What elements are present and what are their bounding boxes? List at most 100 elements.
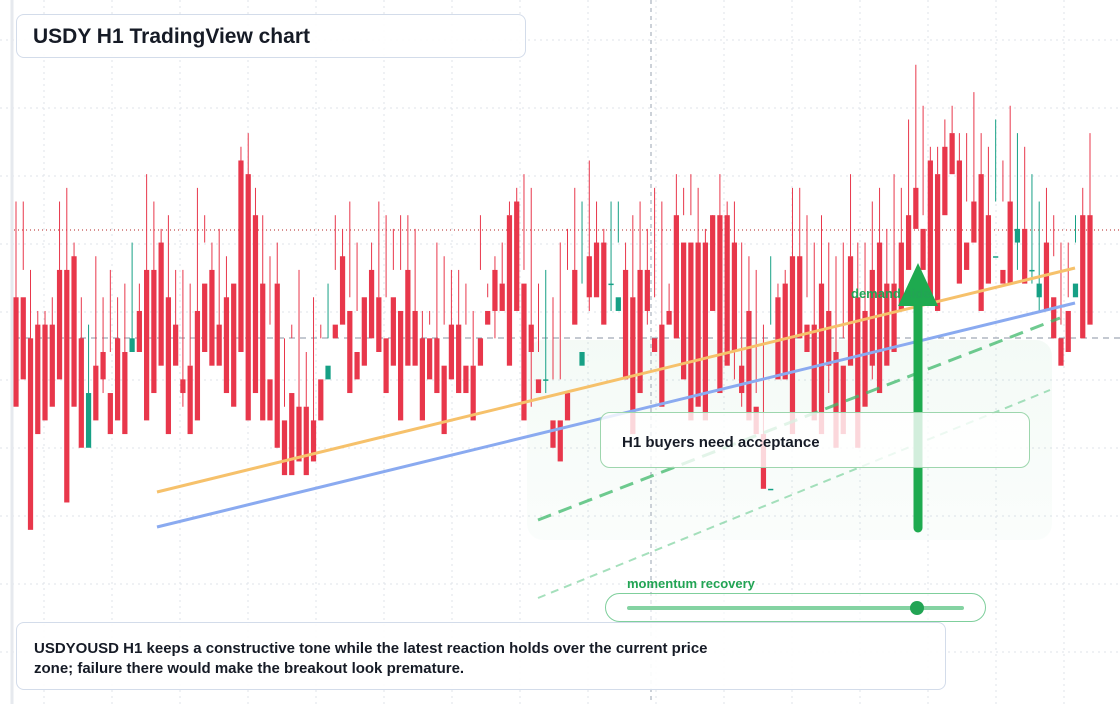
candle-body-down bbox=[746, 310, 752, 421]
candle-body-down bbox=[289, 393, 295, 476]
candle-body-down bbox=[586, 256, 592, 298]
candle-body-down bbox=[1065, 310, 1071, 352]
candle-body-down bbox=[296, 406, 302, 462]
candle-body-down bbox=[710, 215, 716, 311]
demand-side-label: demand side bbox=[851, 286, 931, 301]
candle-body-down bbox=[855, 297, 861, 448]
candle-body-down bbox=[717, 215, 723, 394]
candle-body-up bbox=[129, 338, 135, 352]
candle-body-down bbox=[833, 352, 839, 448]
candle-body-down bbox=[630, 297, 636, 435]
candle-body-down bbox=[354, 352, 360, 380]
candle-body-down bbox=[978, 174, 984, 311]
candle-body-down bbox=[281, 420, 288, 476]
candle-body-down bbox=[797, 256, 803, 339]
momentum-slider[interactable] bbox=[605, 593, 986, 622]
candle-body-down bbox=[223, 297, 230, 394]
candle-body-down bbox=[332, 324, 338, 339]
candle-body-up bbox=[325, 365, 331, 380]
candle-body-down bbox=[876, 242, 883, 394]
candle-body-up bbox=[768, 488, 774, 491]
callout-card: H1 buyers need acceptance bbox=[600, 412, 1030, 468]
candle-body-down bbox=[1000, 269, 1006, 284]
candle-body-down bbox=[564, 393, 571, 421]
analysis-note-card: USDYOUSD H1 keeps a constructive tone wh… bbox=[16, 622, 946, 690]
analysis-note-text: USDYOUSD H1 keeps a constructive tone wh… bbox=[34, 640, 708, 677]
candle-body-up bbox=[993, 256, 999, 258]
candle-body-down bbox=[463, 365, 469, 394]
candle-body-down bbox=[318, 379, 324, 421]
candle-body-down bbox=[956, 160, 962, 284]
candle-body-down bbox=[173, 324, 179, 366]
candle-body-down bbox=[514, 201, 520, 311]
candle-body-down bbox=[666, 310, 672, 325]
candle-body-down bbox=[731, 242, 738, 352]
candle-body-down bbox=[165, 297, 172, 435]
candle-body-down bbox=[557, 420, 563, 462]
candle-body-down bbox=[339, 256, 346, 325]
candle-body-down bbox=[485, 310, 491, 325]
candle-body-down bbox=[927, 160, 933, 298]
candle-body-down bbox=[898, 242, 904, 311]
candle-body-down bbox=[811, 324, 817, 421]
candle-body-down bbox=[187, 365, 193, 435]
candle-body-down bbox=[550, 420, 556, 448]
candle-body-down bbox=[303, 406, 309, 476]
candle-body-down bbox=[194, 310, 201, 421]
candle-body-down bbox=[180, 379, 186, 394]
candle-body-down bbox=[383, 338, 389, 394]
candle-body-down bbox=[267, 379, 273, 421]
candle-body-down bbox=[492, 269, 498, 311]
candle-body-down bbox=[390, 297, 396, 366]
candle-body-down bbox=[499, 283, 505, 311]
candle-body-down bbox=[644, 269, 650, 311]
candle-body-down bbox=[971, 201, 977, 243]
candle-body-down bbox=[78, 338, 84, 448]
candle-body-up bbox=[1014, 228, 1021, 243]
chart-title: USDY H1 TradingView chart bbox=[33, 25, 310, 48]
candle-body-down bbox=[1087, 215, 1093, 325]
candle-body-down bbox=[448, 324, 455, 380]
candle-body-down bbox=[985, 215, 992, 284]
candle-body-down bbox=[376, 297, 382, 352]
candle-body-down bbox=[209, 269, 215, 366]
candle-body-up bbox=[543, 379, 549, 381]
candle-body-down bbox=[572, 269, 578, 325]
momentum-knob[interactable] bbox=[909, 601, 924, 615]
candle-body-down bbox=[528, 324, 534, 352]
candle-body-down bbox=[64, 269, 70, 503]
candle-body-down bbox=[782, 283, 788, 380]
candle-body-down bbox=[593, 242, 600, 298]
candle-body-down bbox=[789, 256, 796, 435]
candle-body-down bbox=[651, 338, 658, 352]
candle-body-up bbox=[608, 283, 614, 286]
candle-body-down bbox=[905, 215, 912, 270]
candle-body-down bbox=[274, 283, 280, 448]
candle-body-down bbox=[427, 338, 433, 380]
trendline-green-dashed bbox=[537, 316, 1061, 522]
candle-body-down bbox=[397, 310, 404, 421]
candle-body-down bbox=[862, 310, 868, 407]
candle-body-up bbox=[1036, 283, 1042, 298]
candle-body-down bbox=[310, 420, 317, 462]
candle-body-down bbox=[419, 338, 425, 421]
candle-body-down bbox=[260, 283, 266, 421]
candle-body-down bbox=[42, 324, 48, 421]
candle-body-down bbox=[535, 379, 542, 394]
candle-body-down bbox=[804, 324, 810, 352]
candle-body-down bbox=[368, 269, 375, 339]
candle-body-down bbox=[49, 324, 55, 407]
candle-body-down bbox=[521, 283, 527, 421]
candle-body-down bbox=[840, 365, 846, 435]
candle-body-down bbox=[637, 269, 643, 394]
candle-body-up bbox=[579, 352, 585, 366]
candle-body-down bbox=[818, 283, 825, 435]
momentum-track bbox=[627, 606, 964, 610]
candle-body-down bbox=[470, 365, 476, 421]
candle-body-down bbox=[1022, 228, 1028, 284]
candle-body-down bbox=[702, 242, 709, 421]
candle-body-down bbox=[942, 146, 948, 216]
candle-body-down bbox=[688, 242, 694, 421]
candle-body-up bbox=[1029, 269, 1035, 272]
